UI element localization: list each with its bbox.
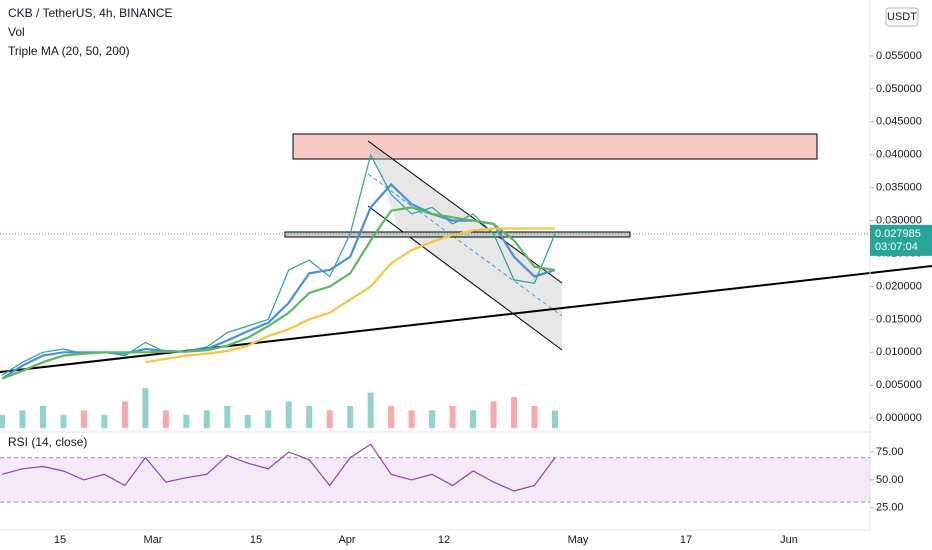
volume-bar [19, 410, 26, 429]
volume-bar [244, 414, 251, 429]
rsi-tick-label: 50.00 [876, 474, 904, 486]
y-tick-label: 0.010000 [876, 346, 922, 358]
volume-bar [60, 414, 67, 429]
volume-bar [347, 405, 354, 429]
volume-bar [408, 410, 415, 429]
volume-bar [224, 405, 231, 429]
volume-bar [265, 410, 272, 429]
rsi-band [0, 457, 870, 503]
y-tick-label: 0.020000 [876, 280, 922, 292]
symbol-title: CKB / TetherUS, 4h, BINANCE [8, 6, 173, 20]
volume-bar [388, 405, 395, 429]
currency[interactable]: USDT [887, 11, 917, 23]
volume-bar [142, 388, 149, 429]
x-tick-label: Jun [780, 534, 798, 546]
rsi-line [1, 443, 556, 492]
currency-button[interactable] [885, 7, 919, 27]
volume-bar [162, 410, 169, 429]
y-tick-label: 0.035000 [876, 182, 922, 194]
channel-bottom [367, 205, 563, 351]
ma-line [1, 206, 556, 380]
price-tag-label: 0.027985 [875, 228, 921, 240]
price-tag [870, 224, 932, 256]
volume-bar [203, 410, 210, 429]
rsi-tick-label: 25.00 [876, 502, 904, 514]
volume-bar [531, 405, 538, 429]
y-tick-label: 0.040000 [876, 149, 922, 161]
volume-bar [0, 414, 5, 429]
ma-line [145, 227, 555, 364]
volume-bar [285, 401, 292, 429]
volume-bar [306, 405, 313, 429]
rsi-label: RSI (14, close) [8, 435, 87, 449]
x-tick-label: 17 [680, 534, 692, 546]
volume-label: Vol [8, 25, 25, 39]
volume-bar [552, 410, 558, 429]
y-tick-label: 0.030000 [876, 215, 922, 227]
y-tick-label: 0.045000 [876, 116, 922, 128]
x-tick-label: Mar [144, 534, 163, 546]
volume-bar [470, 410, 477, 429]
resistance-zone [292, 133, 818, 160]
countdown: 03:07:04 [875, 241, 918, 253]
x-tick-label: May [568, 534, 589, 546]
y-tick-label: 0.050000 [876, 83, 922, 95]
volume-bar [121, 401, 128, 429]
trendline [0, 265, 932, 373]
volume-bar [429, 410, 436, 429]
x-tick-label: 15 [250, 534, 262, 546]
x-tick-label: 15 [54, 534, 66, 546]
y-tick-label: 0.015000 [876, 313, 922, 325]
x-tick-label: 12 [438, 534, 450, 546]
volume-bar [80, 410, 87, 429]
y-tick-label: 0.000000 [876, 412, 922, 424]
volume-bar [511, 397, 518, 429]
volume-bar [490, 401, 497, 429]
volume-bar [101, 414, 108, 429]
volume-bar [367, 392, 374, 429]
volume-bar [326, 410, 333, 429]
x-tick-label: Apr [338, 534, 355, 546]
rsi-tick-label: 75.00 [876, 446, 904, 458]
channel-mid [367, 173, 563, 317]
volume-bar [39, 405, 46, 429]
volume-bar [183, 414, 190, 429]
ma-label: Triple MA (20, 50, 200) [8, 44, 130, 58]
volume-bar [449, 405, 456, 429]
y-tick-label: 0.055000 [876, 50, 922, 62]
y-tick-label: 0.005000 [876, 379, 922, 391]
